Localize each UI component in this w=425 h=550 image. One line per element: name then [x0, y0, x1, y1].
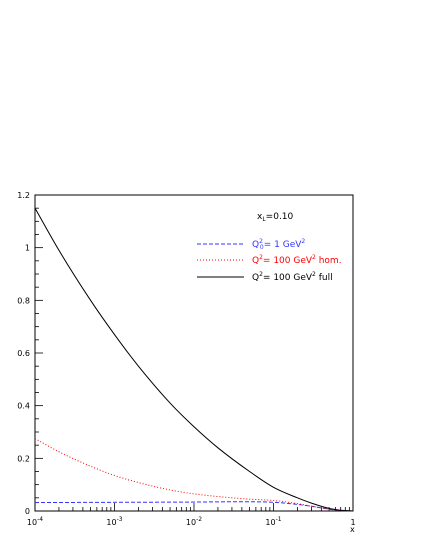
y-tick-label: 1: [25, 244, 30, 253]
x-tick-label: 10-2: [186, 516, 202, 527]
x-tick-label: 10-4: [27, 516, 43, 527]
series-line-1: [34, 438, 354, 512]
legend-label-1: Q2= 100 GeV2 hom.: [252, 254, 342, 266]
curves: [34, 207, 354, 512]
x-axis: 10-4 10-3 10-2 10-1 1: [27, 503, 356, 527]
y-tick-label: 1.2: [17, 191, 30, 200]
y-tick-label: 0.6: [17, 349, 30, 358]
plot-frame: [34, 194, 354, 512]
xl-annotation-rest: =0.10: [266, 212, 294, 222]
x-tick-label: 1: [350, 518, 355, 527]
y-tick-label: 0: [25, 507, 30, 516]
x-tick-label: 10-3: [106, 516, 122, 527]
y-tick-label: 0.4: [17, 402, 30, 411]
y-tick-label: 0.2: [17, 454, 30, 463]
y-tick-label: 0.8: [17, 296, 30, 305]
legend: Q2 0= 1 GeV2 Q2= 100 GeV2 hom. Q2= 100 GeV2…: [197, 238, 342, 283]
legend-label-0: Q2 0= 1 GeV2: [252, 238, 305, 251]
y-axis: 0 0.2 0.4 0.6 0.8 1 1.2: [17, 191, 43, 516]
series-line-0: [34, 501, 354, 512]
legend-label-2: Q2= 100 GeV2 full: [252, 271, 333, 283]
xl-annotation-sub: L: [262, 216, 266, 223]
x-tick-label: 10-1: [265, 516, 281, 527]
series-line-2: [34, 207, 354, 512]
x-axis-label: x: [350, 525, 355, 534]
xl-annotation-base: x: [257, 212, 263, 222]
xl-annotation: xL=0.10: [257, 212, 294, 223]
